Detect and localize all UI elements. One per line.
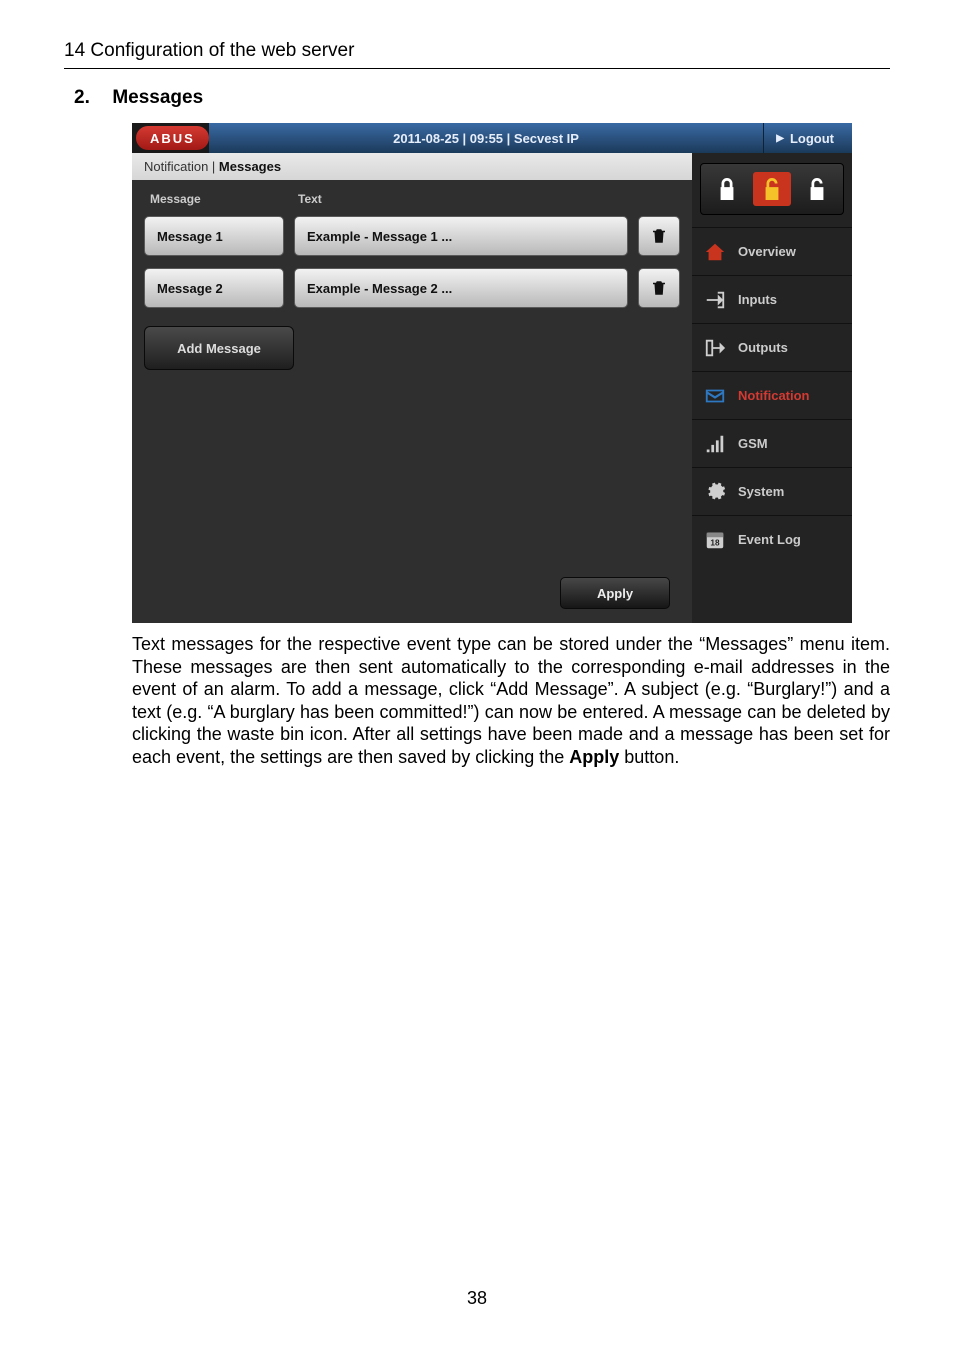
message-row: Message 2 Example - Message 2 ... <box>144 268 680 308</box>
nav-notification[interactable]: Notification <box>692 371 852 419</box>
lock-open-icon[interactable] <box>798 172 836 206</box>
message-label: Message 2 <box>144 268 284 308</box>
nav-label: System <box>738 484 784 499</box>
nav-eventlog[interactable]: 18 Event Log <box>692 515 852 563</box>
delete-button[interactable] <box>638 268 680 308</box>
trash-icon <box>650 227 668 245</box>
message-text-input[interactable]: Example - Message 1 ... <box>294 216 628 256</box>
content-panel: Notification | Messages Message Text Mes… <box>132 153 692 623</box>
envelope-icon <box>702 385 728 407</box>
breadcrumb: Notification | Messages <box>132 153 692 180</box>
app-window: ABUS 2011-08-25 | 09:55 | Secvest IP ▶ L… <box>132 123 852 623</box>
nav-label: GSM <box>738 436 768 451</box>
lock-closed-icon[interactable] <box>708 172 746 206</box>
calendar-icon: 18 <box>702 529 728 551</box>
brand-logo: ABUS <box>136 126 209 150</box>
svg-text:18: 18 <box>710 538 720 547</box>
nav-label: Inputs <box>738 292 777 307</box>
title-datetime: 2011-08-25 | 09:55 | Secvest IP <box>209 123 763 153</box>
apply-button[interactable]: Apply <box>560 577 670 609</box>
section-title: Messages <box>112 87 203 108</box>
nav-overview[interactable]: Overview <box>692 227 852 275</box>
home-icon <box>702 241 728 263</box>
breadcrumb-current: Messages <box>219 159 281 174</box>
nav-label: Event Log <box>738 532 801 547</box>
add-message-button[interactable]: Add Message <box>144 326 294 370</box>
trash-icon <box>650 279 668 297</box>
col-text: Text <box>298 192 322 206</box>
page-header: 14 Configuration of the web server <box>64 40 890 69</box>
delete-button[interactable] <box>638 216 680 256</box>
page-number: 38 <box>64 1288 890 1309</box>
nav-system[interactable]: System <box>692 467 852 515</box>
col-message: Message <box>150 192 298 206</box>
nav-label: Outputs <box>738 340 788 355</box>
logout-label: Logout <box>790 131 834 146</box>
description-text: Text messages for the respective event t… <box>132 633 890 768</box>
signal-icon <box>702 433 728 455</box>
nav-inputs[interactable]: Inputs <box>692 275 852 323</box>
nav-outputs[interactable]: Outputs <box>692 323 852 371</box>
input-arrow-icon <box>702 289 728 311</box>
section-number: 2. <box>74 87 90 109</box>
output-arrow-icon <box>702 337 728 359</box>
nav-label: Overview <box>738 244 796 259</box>
message-label: Message 1 <box>144 216 284 256</box>
message-text-input[interactable]: Example - Message 2 ... <box>294 268 628 308</box>
lock-partial-icon[interactable] <box>753 172 791 206</box>
logout-button[interactable]: ▶ Logout <box>763 123 852 153</box>
breadcrumb-parent[interactable]: Notification <box>144 159 208 174</box>
chevron-right-icon: ▶ <box>776 133 784 144</box>
title-bar: ABUS 2011-08-25 | 09:55 | Secvest IP ▶ L… <box>132 123 852 153</box>
column-headers: Message Text <box>132 180 692 216</box>
nav-label: Notification <box>738 388 810 403</box>
lock-panel <box>700 163 844 215</box>
sidebar: Overview Inputs Outputs <box>692 153 852 623</box>
gear-icon <box>702 481 728 503</box>
message-row: Message 1 Example - Message 1 ... <box>144 216 680 256</box>
nav-gsm[interactable]: GSM <box>692 419 852 467</box>
